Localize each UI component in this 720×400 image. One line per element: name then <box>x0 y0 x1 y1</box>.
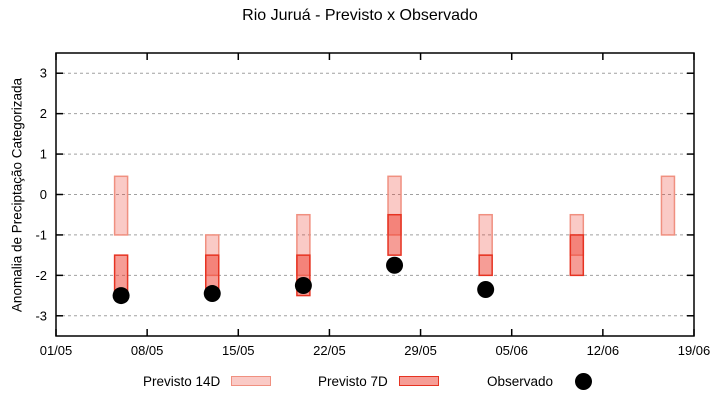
y-tick-label: 2 <box>40 106 47 121</box>
previsto-14d-bar <box>660 175 676 236</box>
legend-label-observado: Observado <box>487 373 554 389</box>
observado-point <box>112 287 130 305</box>
x-tick-label: 12/06 <box>587 343 620 358</box>
previsto-7d-swatch-icon <box>398 376 439 386</box>
observado-dot-icon <box>575 372 593 390</box>
y-tick-label: 1 <box>40 147 47 162</box>
legend-label-previsto-14d: Previsto 14D <box>143 373 221 389</box>
observado-point <box>386 256 404 274</box>
legend-item-observado: Observado <box>487 371 593 391</box>
y-tick-label: -2 <box>35 268 47 283</box>
previsto-7d-bar <box>387 213 402 256</box>
previsto-14d-bar <box>478 213 493 256</box>
previsto-7d-bar <box>478 254 493 277</box>
previsto-7d-bar <box>569 234 585 277</box>
y-tick-label: 3 <box>40 66 47 81</box>
observado-point <box>294 276 312 294</box>
previsto-14d-swatch-icon <box>231 376 272 386</box>
x-tick-label: 29/05 <box>404 343 437 358</box>
y-tick-label: -1 <box>35 227 47 242</box>
x-tick-label: 22/05 <box>313 343 346 358</box>
legend-item-previsto-14d: Previsto 14D <box>143 371 272 391</box>
y-tick-label: 0 <box>40 187 47 202</box>
x-tick-label: 01/05 <box>40 343 73 358</box>
legend-item-previsto-7d: Previsto 7D <box>318 371 439 391</box>
previsto-14d-bar <box>113 175 129 236</box>
x-tick-label: 08/05 <box>131 343 164 358</box>
observado-point <box>477 281 495 299</box>
x-tick-label: 05/06 <box>495 343 528 358</box>
x-tick-label: 15/05 <box>222 343 255 358</box>
legend-label-previsto-7d: Previsto 7D <box>318 373 388 389</box>
observado-point <box>203 285 221 303</box>
chart-title: Rio Juruá - Previsto x Observado <box>242 7 478 24</box>
x-tick-label: 19/06 <box>678 343 711 358</box>
y-tick-label: -3 <box>35 308 47 323</box>
